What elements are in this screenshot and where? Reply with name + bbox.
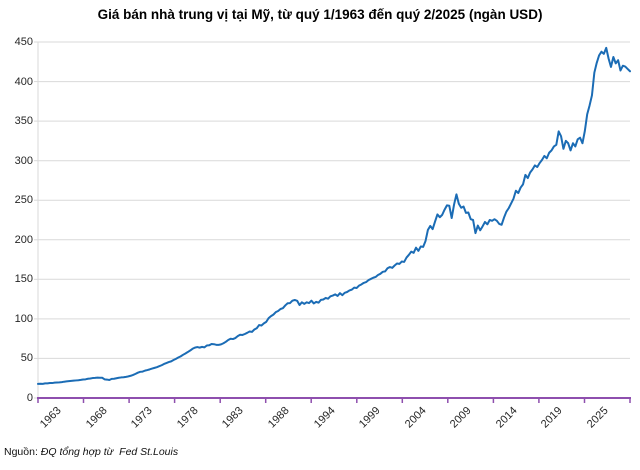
- y-tick-label: 50: [20, 352, 33, 365]
- y-tick-label: 150: [14, 273, 33, 286]
- y-tick-label: 400: [14, 75, 33, 88]
- y-tick-label: 100: [14, 312, 33, 325]
- price-line-series: [37, 46, 631, 385]
- y-tick-label: 0: [26, 392, 33, 404]
- y-tick-label: 300: [14, 154, 33, 167]
- source-text: ĐQ tổng hợp từ Fed St.Louis: [40, 446, 179, 458]
- chart-title: Giá bán nhà trung vị tại Mỹ, từ quý 1/19…: [97, 7, 543, 22]
- y-tick-label: 200: [14, 233, 33, 246]
- y-tick-label: 450: [14, 36, 33, 48]
- y-tick-label: 350: [14, 115, 33, 128]
- y-tick-label: 250: [14, 194, 33, 207]
- source-label: Nguồn:: [4, 446, 41, 458]
- source-note: Nguồn: ĐQ tổng hợp từ Fed St.Louis: [4, 446, 178, 458]
